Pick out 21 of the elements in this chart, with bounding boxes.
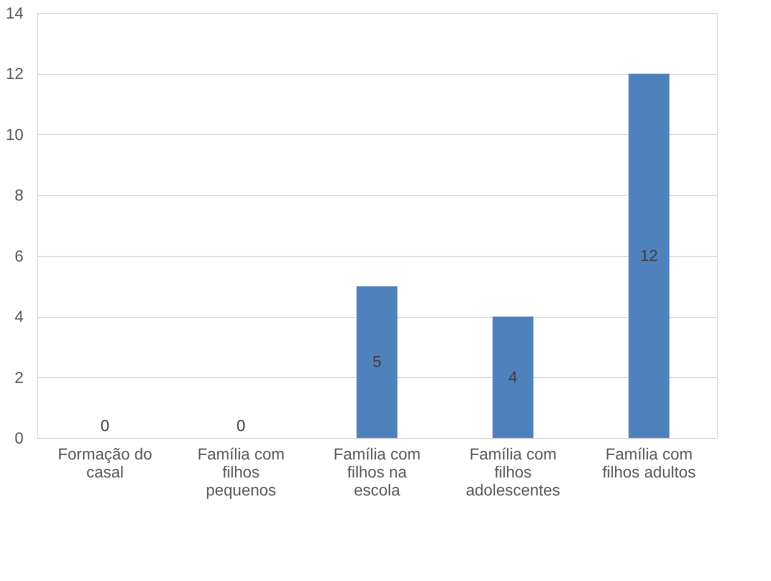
x-tick-label: Família com filhos adolescentes <box>466 446 560 500</box>
y-tick-label: 10 <box>6 126 24 144</box>
data-label: 0 <box>236 418 246 435</box>
data-label: 0 <box>100 418 110 435</box>
data-label: 4 <box>508 369 518 386</box>
y-tick-label: 4 <box>14 309 24 326</box>
x-tick-label: Formação do casal <box>58 446 152 482</box>
x-tick-label: Família com filhos pequenos <box>197 446 285 500</box>
bar <box>356 286 398 438</box>
y-tick-label: 0 <box>14 430 24 448</box>
y-tick-label: 12 <box>6 66 24 84</box>
data-label: 5 <box>372 354 382 372</box>
x-tick-label: Família com filhos na escola <box>333 446 421 500</box>
y-tick-label: 14 <box>6 6 24 22</box>
bar <box>492 316 534 438</box>
y-tick-label: 6 <box>14 248 24 266</box>
x-tick-label: Família com filhos adultos <box>602 446 696 482</box>
data-label: 12 <box>640 248 658 265</box>
bar <box>628 74 670 438</box>
y-tick-label: 2 <box>14 370 24 387</box>
y-tick-label: 8 <box>14 188 24 205</box>
